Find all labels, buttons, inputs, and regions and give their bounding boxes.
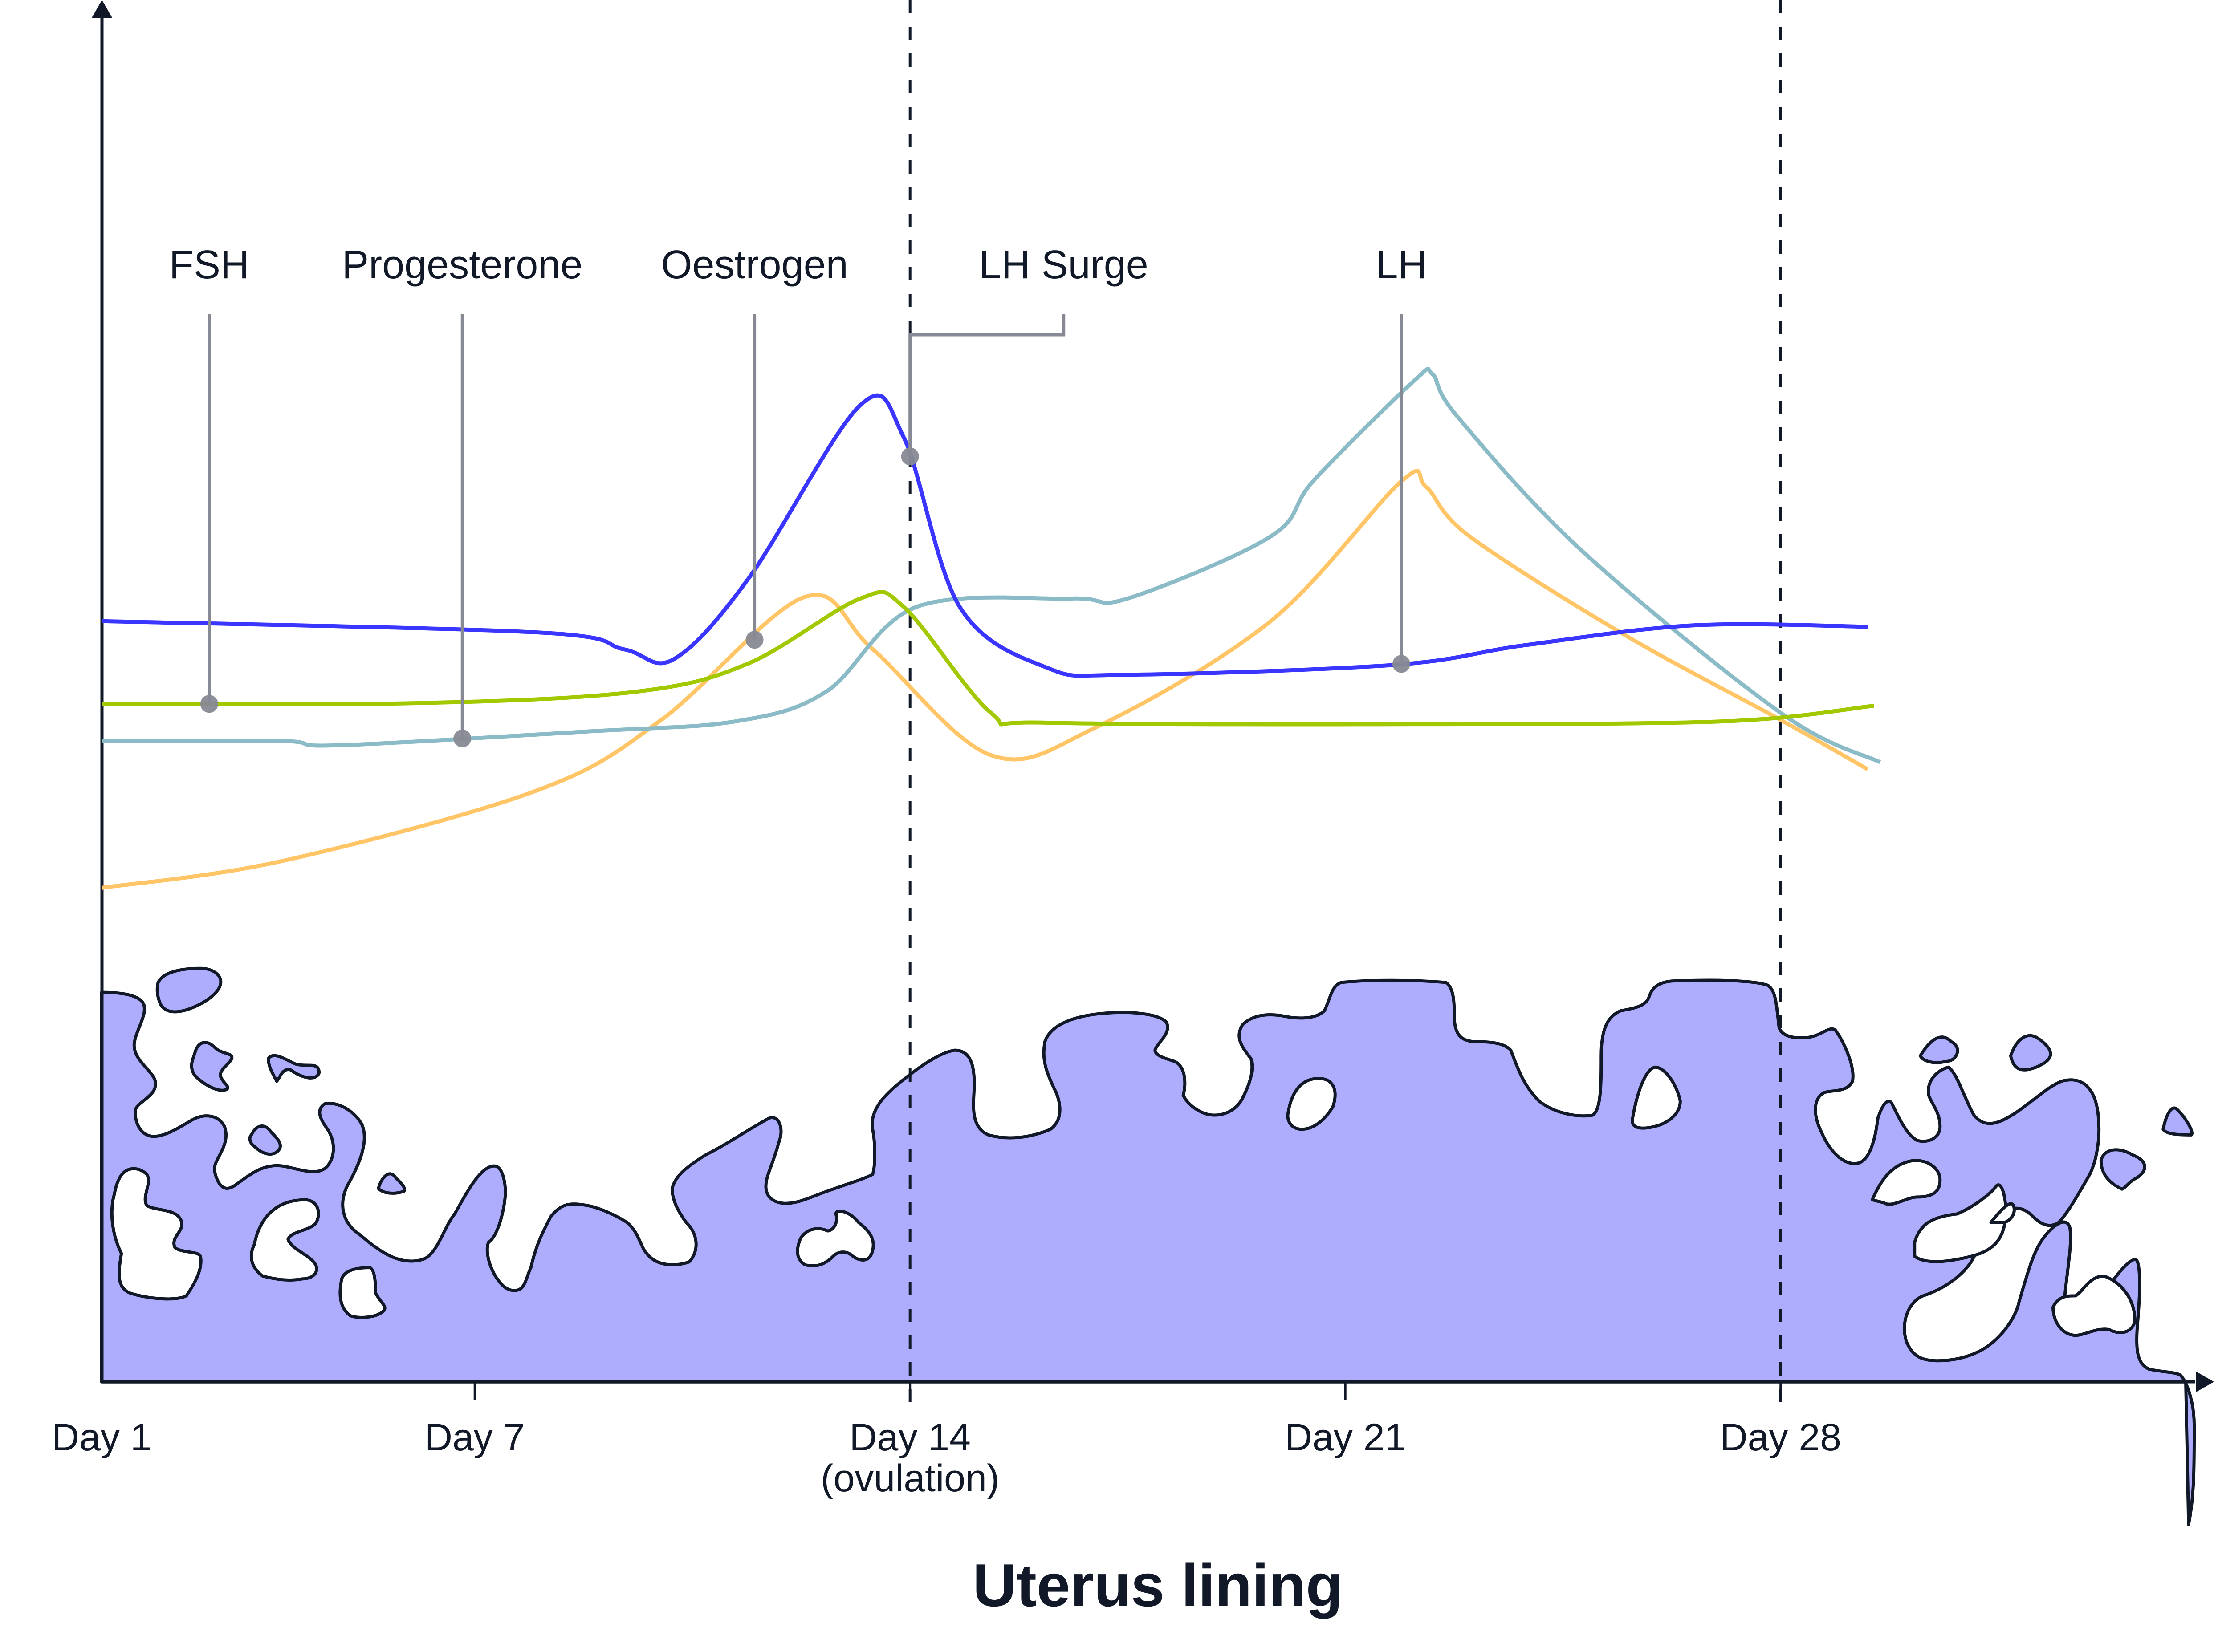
lining-hole [1631,1065,1682,1130]
x-tick-label: Day 7 [425,1416,525,1459]
annotation-leader-line [908,314,1066,457]
lining-fragment [2161,1106,2194,1137]
y-axis-arrow-icon [92,0,112,18]
lining-hole [1989,1202,2016,1224]
lining-hole [1286,1077,1337,1131]
axes [92,0,2214,1392]
annotation-label: LH Surge [979,243,1148,287]
annotation-dot [901,447,919,466]
x-tick-sublabel: (ovulation) [821,1457,1000,1500]
x-tick-label: Day 28 [1720,1416,1842,1459]
lining-hole [110,1167,203,1301]
lining-hole [249,1198,320,1282]
annotation-lh: LH [1376,243,1427,673]
series-line-progesterone [102,366,1881,764]
x-axis-arrow-icon [2196,1372,2214,1392]
annotation-progesterone: Progesterone [342,243,582,747]
annotation-dot [1392,655,1410,673]
series-line-oestrogen [101,469,1869,890]
annotation-fsh: FSH [169,243,249,713]
lining-fragment [266,1054,321,1083]
lining-hole [338,1266,387,1319]
annotation-label: FSH [169,243,249,287]
uterus-lining-illustration [100,966,2196,1526]
lining-hole [1871,1158,1942,1206]
annotation-dot [745,631,764,649]
series-line-lh [102,393,1868,678]
series-line-fsh [102,590,1874,727]
chart-title: Uterus lining [973,1551,1343,1619]
hormone-series [101,366,1881,890]
annotation-lh-surge: LH Surge [901,243,1148,466]
lining-hole [1913,1183,2007,1263]
annotation-label: Oestrogen [661,243,848,287]
lining-fragment [190,1041,234,1092]
lining-fragment [1918,1035,1959,1064]
annotation-dot [453,729,472,747]
x-ticks: Day 1 Day 7 Day 14(ovulation) Day 21 Day 28 [52,1382,1841,1500]
lining-fragment [2009,1034,2052,1072]
reference-lines [908,0,1782,1402]
x-tick-label: Day 14 [849,1416,971,1459]
lining-fragment [2099,1148,2146,1191]
x-tick-label: Day 1 [52,1416,152,1459]
lining-hole [2051,1275,2137,1337]
uterus-lining-body [100,978,2196,1526]
lining-hole [796,1210,875,1267]
lining-fragment [377,1172,406,1195]
lining-fragment [155,966,223,1014]
x-tick-label: Day 21 [1285,1416,1406,1459]
annotation-label: LH [1376,243,1427,287]
annotation-dot [200,695,218,713]
annotation-label: Progesterone [342,243,582,287]
lining-fragment [248,1124,282,1156]
annotation-oestrogen: Oestrogen [661,243,848,649]
hormone-annotations: FSH Progesterone Oestrogen LH Surge LH [169,243,1427,747]
